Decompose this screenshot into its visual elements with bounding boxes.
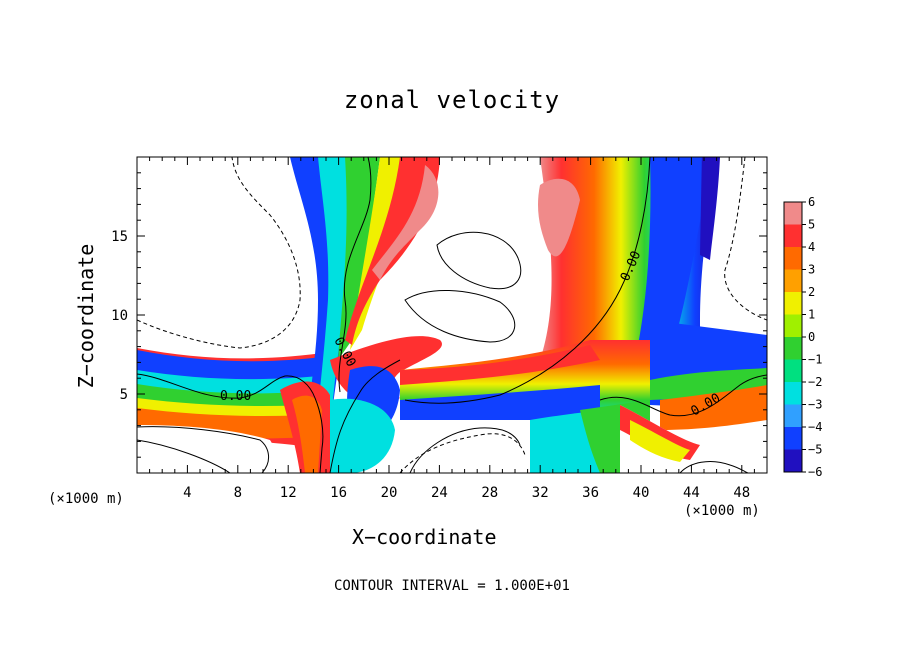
colorbar-label: 5 <box>808 218 815 232</box>
x-axis: 4 8 12 16 20 24 28 32 36 40 44 48 <box>149 157 755 501</box>
contour-label: 0.00 <box>220 389 251 404</box>
colorbar-label: 4 <box>808 240 815 254</box>
field-right-orange <box>660 385 767 430</box>
x-unit-label: (×1000 m) <box>684 503 760 519</box>
field-plume-main-pink <box>537 178 580 257</box>
colorbar-label: −1 <box>808 353 822 367</box>
x-tick-label: 8 <box>234 485 242 501</box>
contour-zero-right <box>599 374 767 417</box>
colorbar-label: −5 <box>808 443 822 457</box>
contour-zero-left <box>137 373 324 473</box>
colorbar-swatch <box>784 359 802 383</box>
y-tick-label: 15 <box>111 229 128 245</box>
colorbar-swatch <box>784 314 802 338</box>
colorbar-label: 0 <box>808 330 815 344</box>
contour-lines <box>137 157 767 473</box>
contour-zero-main <box>404 157 651 404</box>
field-plume-main-blue <box>635 157 712 360</box>
contour-closed-middle <box>404 289 516 343</box>
field-diagonal-cyan <box>320 398 395 473</box>
colorbar-swatch <box>784 247 802 270</box>
colorbar-swatch <box>784 337 802 360</box>
x-tick-label: 28 <box>481 485 498 501</box>
x-tick-label: 36 <box>582 485 599 501</box>
colorbar-swatch <box>784 382 802 405</box>
field-white-hole-lower <box>400 420 520 473</box>
colorbar-label: 2 <box>808 285 815 299</box>
field-right-lower <box>620 405 767 473</box>
field-plume-left-pink <box>372 165 439 280</box>
colorbar-label: 3 <box>808 263 815 277</box>
field-white-hole-left <box>137 425 275 473</box>
x-axis-label: X−coordinate <box>352 525 497 549</box>
colorbar-swatch <box>784 427 802 450</box>
x-tick-label: 16 <box>330 485 347 501</box>
x-tick-label: 44 <box>683 485 700 501</box>
x-tick-label: 40 <box>633 485 650 501</box>
colorbar-swatch <box>784 269 802 293</box>
contour-dashed-lower <box>399 433 526 473</box>
field-plume-left-green <box>338 157 380 360</box>
field-left-plume-bottom-orange <box>292 395 322 473</box>
field-band-lower-blue <box>400 385 600 420</box>
x-tick-label: 12 <box>280 485 297 501</box>
contour-lower-center <box>409 427 521 473</box>
colorbar-label: −3 <box>808 398 822 412</box>
x-tick-label: 48 <box>733 485 750 501</box>
colorbar-label: −6 <box>808 465 822 479</box>
y-axis: 5 10 15 <box>111 172 767 458</box>
colorbar-label: −4 <box>808 420 822 434</box>
field-right-yellow <box>630 420 690 462</box>
y-tick-label: 5 <box>120 387 128 403</box>
field-band-lower-red <box>400 345 600 385</box>
colorbar: 6 5 4 3 2 1 0 −1 −2 −3 −4 −5 −6 <box>783 195 822 479</box>
contour-closed-upper <box>436 231 522 290</box>
contour-lower-left <box>137 426 269 473</box>
velocity-field <box>137 157 767 473</box>
contour-lower-left-small <box>137 439 231 473</box>
contour-zero-center <box>329 359 401 473</box>
x-tick-label: 20 <box>381 485 398 501</box>
colorbar-label: 1 <box>808 308 815 322</box>
field-white-hole-upper <box>440 232 522 287</box>
colorbar-swatch <box>784 202 802 225</box>
x-tick-label: 32 <box>532 485 549 501</box>
field-right-purple <box>700 157 720 260</box>
x-tick-label: 4 <box>183 485 191 501</box>
x-tick-label: 24 <box>431 485 448 501</box>
colorbar-swatch <box>784 449 802 473</box>
colorbar-swatch <box>784 224 802 248</box>
contour-dashed-left <box>137 157 301 349</box>
contour-dashed-right <box>724 157 767 321</box>
colorbar-label: 6 <box>808 195 815 209</box>
chart-title: zonal velocity <box>343 86 561 114</box>
colorbar-swatch <box>784 404 802 428</box>
z-unit-label: (×1000 m) <box>48 491 124 507</box>
contour-interval-note: CONTOUR INTERVAL = 1.000E+01 <box>333 578 570 594</box>
colorbar-swatch <box>784 292 802 315</box>
contour-zero-plume <box>338 157 372 393</box>
colorbar-label: −2 <box>808 375 822 389</box>
y-tick-label: 10 <box>111 308 128 324</box>
field-white-hole-middle <box>410 293 514 340</box>
